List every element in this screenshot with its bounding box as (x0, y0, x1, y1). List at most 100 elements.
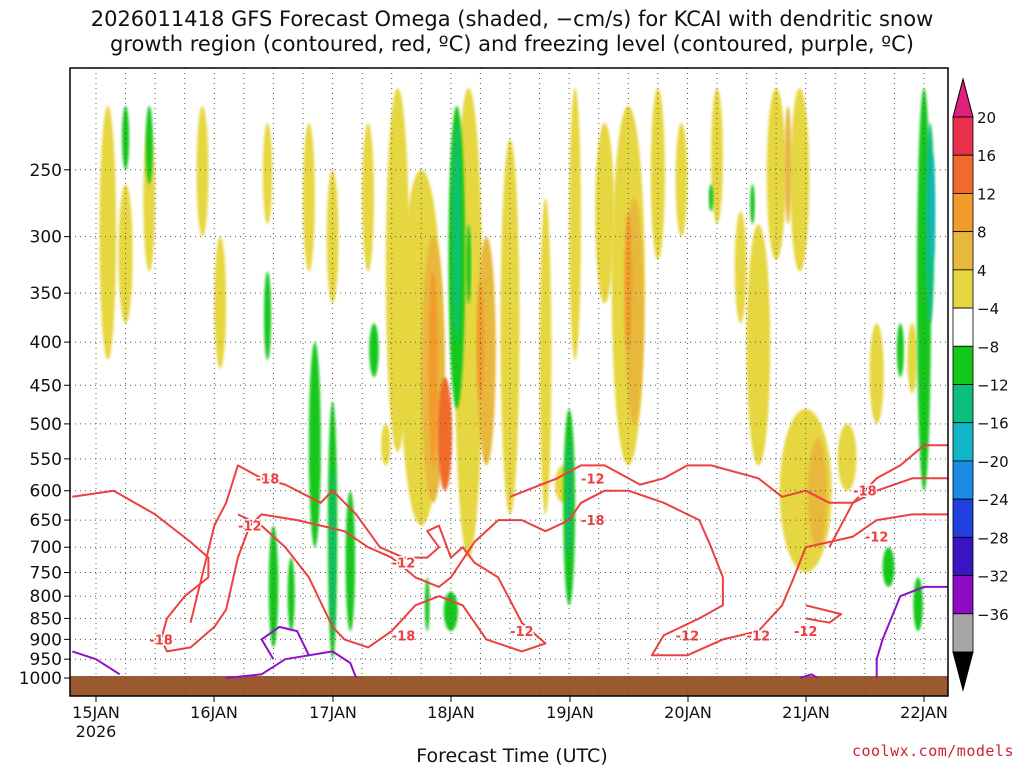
colorbar-label-8: −16 (977, 415, 1009, 433)
y-tick-label-600: 600 (30, 482, 62, 502)
dendritic-contour-minus12-b (828, 477, 948, 548)
contour-label-0: -18 (256, 472, 280, 487)
contour-label-1: -12 (238, 520, 262, 535)
colorbar-swatch-0 (952, 116, 974, 156)
y-tick-label-950: 950 (30, 650, 62, 670)
contour-label-3: -12 (392, 557, 416, 572)
y-tick-label-550: 550 (30, 450, 62, 470)
freezing-level-c (260, 625, 310, 660)
y-tick-label-800: 800 (30, 587, 62, 607)
x-tick-label-17JAN: 17JAN (309, 703, 357, 722)
ground-strip (70, 676, 948, 696)
freezing-level-a (71, 650, 121, 676)
colorbar-label-7: −12 (977, 377, 1009, 395)
omega-blob-53 (443, 591, 458, 632)
omega-blob-42 (263, 271, 272, 360)
dendritic-contour-small (805, 604, 843, 624)
x-tick-label-18JAN: 18JAN (427, 703, 475, 722)
omega-blob-28 (746, 224, 771, 466)
colorbar-swatch-8 (952, 422, 974, 462)
x-year-label: 2026 (76, 722, 117, 741)
y-tick-label-700: 700 (30, 538, 62, 558)
omega-blob-62 (913, 577, 923, 632)
colorbar-label-9: −20 (977, 453, 1009, 471)
colorbar-label-10: −24 (977, 491, 1009, 509)
omega-blob-31 (784, 105, 792, 225)
contour-label-10: -18 (853, 485, 877, 500)
omega-blob-8 (362, 122, 374, 272)
freezing-level-d (799, 673, 819, 679)
x-tick-label-21JAN: 21JAN (782, 703, 830, 722)
omega-blob-18 (539, 198, 552, 515)
dendritic-contour-minus18-b (509, 444, 948, 504)
y-tick-label-850: 850 (30, 609, 62, 629)
colorbar-swatch-5 (952, 307, 974, 347)
colorbar-label-2: 12 (977, 185, 996, 203)
contour-label-6: -12 (581, 472, 605, 487)
colorbar-swatch-3 (952, 231, 974, 271)
freezing-level-e (875, 585, 948, 678)
contour-label-5: -12 (510, 625, 534, 640)
omega-blob-44 (287, 557, 295, 632)
omega-blob-30 (790, 87, 810, 272)
plot-frame (69, 67, 949, 697)
x-axis-label: Forecast Time (UTC) (416, 745, 608, 767)
colorbar-swatch-4 (952, 269, 974, 309)
omega-blob-58 (882, 547, 895, 587)
omega-blob-4 (214, 236, 227, 369)
x-tick-label-15JAN: 15JAN (72, 703, 120, 722)
y-tick-label-400: 400 (30, 333, 62, 353)
colorbar-swatch-7 (952, 384, 974, 424)
x-tick-label-16JAN: 16JAN (190, 703, 238, 722)
colorbar-swatch-10 (952, 498, 974, 538)
omega-blob-64 (424, 577, 430, 632)
contour-label-11: -12 (865, 531, 889, 546)
omega-blob-35 (869, 323, 884, 424)
chart-title-line2: growth region (contoured, red, ºC) and f… (110, 32, 914, 56)
omega-blob-49 (369, 323, 379, 378)
omega-blob-23 (624, 211, 632, 352)
omega-blob-33 (808, 438, 828, 548)
omega-blob-29 (766, 88, 786, 261)
omega-blob-47 (330, 465, 335, 640)
omega-blob-0 (99, 105, 117, 360)
omega-blob-36 (907, 323, 917, 394)
omega-blob-55 (566, 438, 572, 558)
colorbar-swatch-11 (952, 536, 974, 576)
x-tick-label-19JAN: 19JAN (546, 703, 594, 722)
colorbar-label-11: −28 (977, 529, 1009, 547)
freezing-level-b (225, 650, 358, 679)
y-tick-label-350: 350 (30, 284, 62, 304)
omega-blob-52 (466, 224, 471, 304)
colorbar-label-1: 16 (977, 147, 996, 165)
omega-blob-41 (145, 105, 153, 185)
omega-blob-57 (750, 184, 755, 225)
omega-blob-63 (896, 323, 904, 378)
omega-blob-12 (428, 271, 438, 466)
omega-blob-20 (595, 122, 615, 304)
omega-blob-13 (437, 377, 453, 491)
colorbar-label-6: −8 (977, 338, 999, 356)
contour-label-7: -18 (581, 514, 605, 529)
omega-blob-45 (308, 342, 321, 548)
omega-blob-25 (675, 122, 688, 237)
colorbar-swatch-6 (952, 345, 974, 385)
colorbar-label-13: −36 (977, 606, 1009, 624)
omega-blob-19 (569, 88, 581, 360)
omega-blob-34 (837, 423, 857, 491)
omega-blob-3 (196, 105, 209, 237)
contour-label-2: -18 (149, 633, 173, 648)
omega-blob-24 (650, 88, 665, 261)
colorbar-label-5: −4 (977, 300, 999, 318)
omega-blob-56 (708, 184, 714, 212)
colorbar-top-cap (952, 77, 974, 118)
y-tick-label-900: 900 (30, 630, 62, 650)
omega-blob-6 (303, 122, 315, 272)
colorbar-label-12: −32 (977, 568, 1009, 586)
omega-blob-43 (268, 525, 279, 648)
y-tick-label-250: 250 (30, 161, 62, 181)
x-tick-label-20JAN: 20JAN (664, 703, 712, 722)
omega-blob-61 (929, 154, 935, 261)
contour-label-8: -12 (676, 629, 700, 644)
